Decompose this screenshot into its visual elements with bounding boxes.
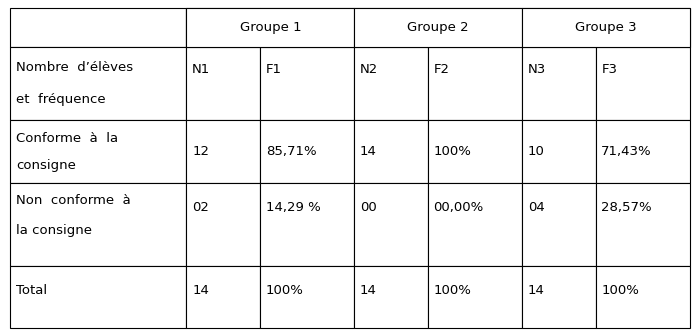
Text: 71,43%: 71,43% [601,145,652,158]
Text: 100%: 100% [266,284,303,297]
Bar [10,120,187,183]
Text: 14: 14 [360,284,377,297]
Bar [428,8,522,47]
Bar [260,183,354,266]
Text: N3: N3 [528,63,546,76]
Bar [354,183,428,266]
Text: Non  conforme  à: Non conforme à [16,195,131,207]
Text: 02: 02 [192,201,209,214]
Text: 14: 14 [360,145,377,158]
Text: F2: F2 [433,63,449,76]
Bar [10,266,187,328]
Bar [522,8,690,47]
Text: 14,29 %: 14,29 % [266,201,321,214]
Bar [260,120,354,183]
Bar [428,266,522,328]
Text: F3: F3 [601,63,617,76]
Text: 14: 14 [192,284,209,297]
Text: Groupe 1: Groupe 1 [240,21,301,35]
Bar [522,183,596,266]
Bar [428,120,522,183]
Text: N1: N1 [192,63,210,76]
Text: 100%: 100% [601,284,640,297]
Text: 100%: 100% [433,284,471,297]
Bar [187,47,260,120]
Text: Nombre  d’élèves: Nombre d’élèves [16,61,134,74]
Text: et  fréquence: et fréquence [16,93,106,106]
Bar [596,266,690,328]
Bar [522,120,596,183]
Bar [596,120,690,183]
Bar [354,8,522,47]
Text: 04: 04 [528,201,545,214]
Bar [522,8,596,47]
Bar [354,266,428,328]
Text: N2: N2 [360,63,378,76]
Bar [187,8,260,47]
Text: Groupe 2: Groupe 2 [408,21,469,35]
Text: 00,00%: 00,00% [433,201,484,214]
Bar [596,183,690,266]
Bar [187,183,260,266]
Text: 10: 10 [528,145,545,158]
Bar [187,8,354,47]
Bar [354,47,428,120]
Bar [10,183,187,266]
Bar [354,120,428,183]
Bar [354,8,428,47]
Text: 12: 12 [192,145,209,158]
Bar [596,47,690,120]
Text: 100%: 100% [433,145,471,158]
Bar [187,120,260,183]
Bar [260,266,354,328]
Bar [522,47,596,120]
Text: la consigne: la consigne [16,224,92,237]
Bar [428,183,522,266]
Text: F1: F1 [266,63,282,76]
Bar [260,8,354,47]
Bar [596,8,690,47]
Bar [187,266,260,328]
Text: 00: 00 [360,201,377,214]
Bar [260,47,354,120]
Text: Conforme  à  la: Conforme à la [16,132,118,145]
Bar [428,47,522,120]
Bar [10,47,187,120]
Text: consigne: consigne [16,159,76,172]
Text: Groupe 3: Groupe 3 [575,21,637,35]
Text: 28,57%: 28,57% [601,201,652,214]
Text: 85,71%: 85,71% [266,145,317,158]
Text: 14: 14 [528,284,545,297]
Bar [10,8,187,47]
Text: Total: Total [16,284,48,297]
Bar [522,266,596,328]
